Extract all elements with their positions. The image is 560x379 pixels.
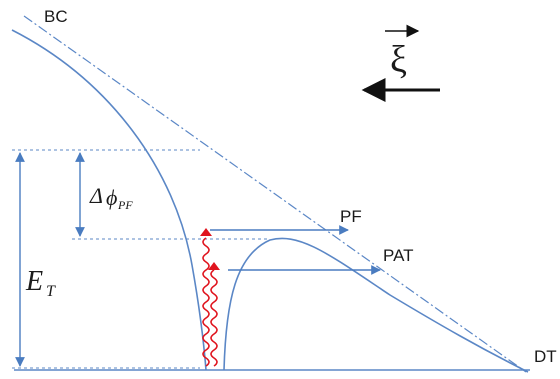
label-delta: Δ (89, 183, 103, 208)
tunneling-arrowhead (200, 228, 212, 236)
tunneling-arrowhead-2 (208, 262, 220, 270)
label-xi: ξ (390, 39, 407, 81)
label-phi: ϕ (106, 185, 117, 210)
label-bc: BC (44, 7, 68, 26)
label-et-sub: T (46, 283, 56, 300)
tunneling-wave-2 (210, 269, 218, 367)
field-reference-line (23, 15, 527, 373)
barrier-curve-right (223, 237, 529, 373)
label-phi-sub: PF (117, 198, 133, 212)
label-pf: PF (340, 207, 362, 226)
label-et: E (25, 266, 43, 297)
label-pat: PAT (383, 246, 414, 265)
barrier-curve-left (11, 29, 207, 371)
label-dt: DT (534, 347, 557, 366)
tunneling-wave (202, 237, 210, 367)
